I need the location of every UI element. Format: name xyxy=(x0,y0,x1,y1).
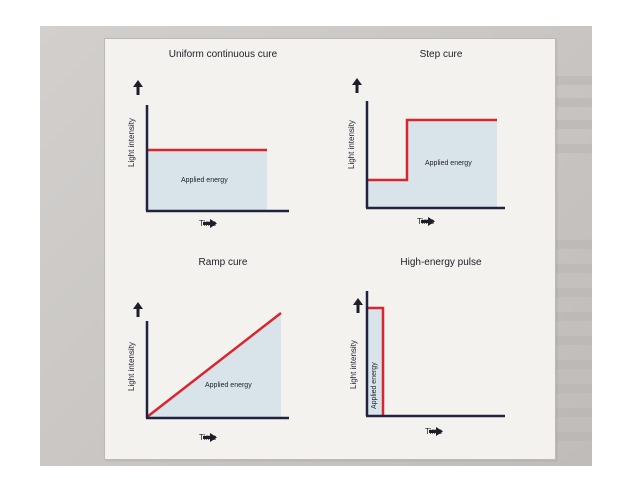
y-axis-label: Light intensity xyxy=(347,120,356,169)
x-axis-label-group: Time xyxy=(199,433,217,442)
intensity-curve xyxy=(146,312,282,418)
y-axis-label: Light intensity xyxy=(349,340,358,389)
ramp-cure-plot xyxy=(133,302,289,420)
panel-high-energy-pulse: High-energy pulse Light intensity Applie… xyxy=(331,251,551,456)
arrow-up-icon xyxy=(133,302,143,317)
panel-step-cure: Step cure Light intensity Applied energy… xyxy=(331,43,551,248)
x-axis-label-group: Time xyxy=(199,219,217,228)
panel-title: High-energy pulse xyxy=(400,257,482,268)
panel-title: Uniform continuous cure xyxy=(168,49,278,60)
applied-energy-area xyxy=(147,150,267,210)
x-axis-label-group: Time xyxy=(425,427,443,436)
high-energy-pulse-plot xyxy=(353,291,505,418)
arrow-right-icon xyxy=(203,219,217,228)
photo-background: Uniform continuous cure Light intensity … xyxy=(40,26,592,466)
energy-label: Applied energy xyxy=(425,160,472,167)
energy-label: Applied energy xyxy=(371,362,378,409)
figure-card: Uniform continuous cure Light intensity … xyxy=(104,38,556,460)
y-axis-label: Light intensity xyxy=(127,118,136,167)
arrow-up-icon xyxy=(133,80,143,95)
panel-uniform-cure: Uniform continuous cure Light intensity … xyxy=(113,43,333,248)
energy-label: Applied energy xyxy=(181,177,228,184)
arrow-right-icon xyxy=(421,217,435,226)
energy-label: Applied energy xyxy=(205,382,252,389)
panel-title: Ramp cure xyxy=(198,257,248,268)
intensity-curve xyxy=(367,118,497,182)
panel-ramp-cure: Ramp cure Light intensity Applied energy… xyxy=(113,251,333,456)
step-cure-plot xyxy=(352,78,505,210)
panel-title: Step cure xyxy=(419,49,463,60)
arrow-right-icon xyxy=(203,433,217,442)
arrow-up-icon xyxy=(352,78,362,93)
applied-energy-area xyxy=(367,308,383,415)
arrow-up-icon xyxy=(353,298,363,313)
y-axis-label: Light intensity xyxy=(127,342,136,391)
x-axis-label-group: Time xyxy=(417,217,435,226)
arrow-right-icon xyxy=(429,427,443,436)
applied-energy-area xyxy=(407,120,497,207)
uniform-cure-plot xyxy=(133,80,289,213)
intensity-curve xyxy=(367,306,385,415)
